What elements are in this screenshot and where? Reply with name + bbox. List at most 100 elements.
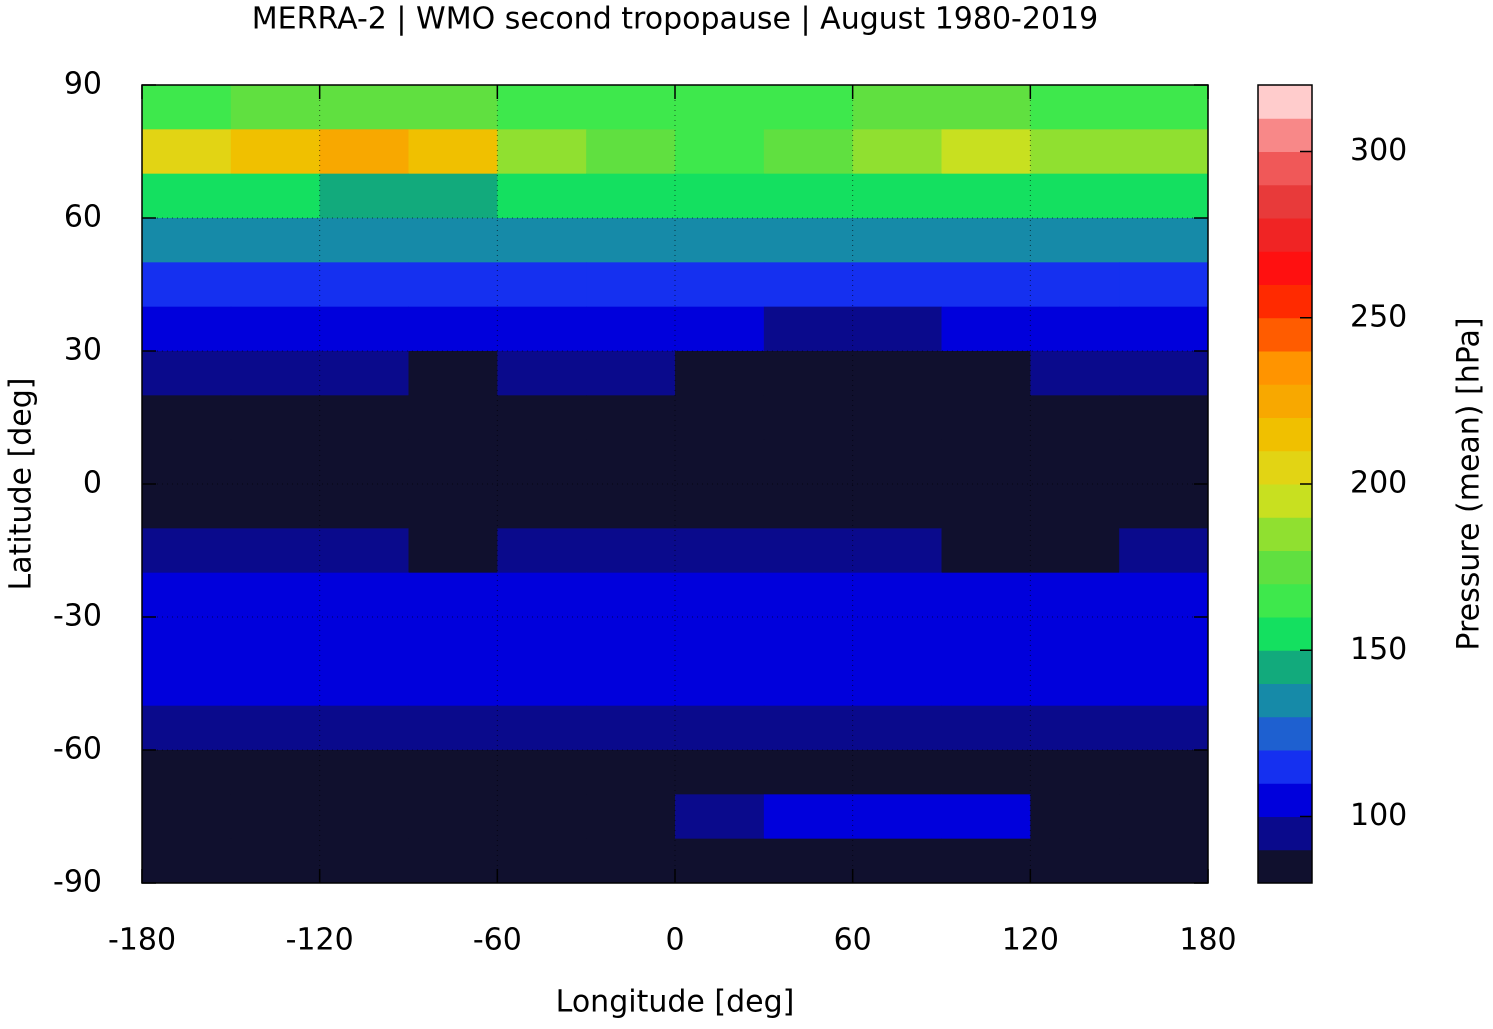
heatmap-cell bbox=[1119, 218, 1209, 263]
heatmap-cell bbox=[142, 85, 232, 130]
heatmap-cell bbox=[1030, 838, 1120, 884]
heatmap-cell bbox=[319, 351, 409, 396]
heatmap-cell bbox=[1119, 439, 1209, 485]
heatmap-cell bbox=[586, 173, 676, 219]
heatmap-cell bbox=[941, 439, 1031, 485]
colorbar-tick-label: 200 bbox=[1350, 466, 1407, 501]
heatmap-cell bbox=[1119, 617, 1209, 662]
colorbar-segment bbox=[1258, 683, 1312, 718]
heatmap-cell bbox=[1119, 750, 1209, 795]
heatmap-cell bbox=[1030, 262, 1120, 308]
heatmap-cell bbox=[319, 85, 409, 130]
heatmap-cell bbox=[408, 351, 498, 396]
heatmap-cell bbox=[497, 838, 587, 884]
colorbar-segment bbox=[1258, 650, 1312, 684]
heatmap-cell bbox=[852, 484, 942, 529]
y-tick-label: 30 bbox=[64, 333, 102, 368]
heatmap-cell bbox=[675, 838, 765, 884]
heatmap-cell bbox=[408, 661, 498, 707]
heatmap-cell bbox=[142, 794, 232, 840]
heatmap-cell bbox=[319, 705, 409, 751]
heatmap-cell bbox=[497, 306, 587, 352]
heatmap-cell bbox=[230, 484, 321, 529]
heatmap-cell bbox=[497, 484, 587, 529]
heatmap-cell bbox=[675, 572, 765, 618]
heatmap-cell bbox=[408, 617, 498, 662]
y-tick-label: 0 bbox=[83, 466, 102, 501]
x-tick-label: -180 bbox=[108, 923, 176, 958]
heatmap-cell bbox=[230, 838, 321, 884]
heatmap-cell bbox=[497, 661, 587, 707]
heatmap-cell bbox=[142, 661, 232, 707]
heatmap-cell bbox=[230, 705, 321, 751]
heatmap-cell bbox=[941, 306, 1031, 352]
heatmap-cell bbox=[497, 351, 587, 396]
heatmap-cell bbox=[1030, 173, 1120, 219]
heatmap-cell bbox=[852, 617, 942, 662]
heatmap-cell bbox=[1119, 661, 1209, 707]
heatmap-cell bbox=[941, 661, 1031, 707]
heatmap-cell bbox=[319, 750, 409, 795]
heatmap-cell bbox=[1119, 306, 1209, 352]
heatmap-cell bbox=[408, 750, 498, 795]
heatmap-cell bbox=[1030, 306, 1120, 352]
heatmap-cell bbox=[1119, 351, 1209, 396]
heatmap-cell bbox=[763, 661, 854, 707]
heatmap-cell bbox=[675, 395, 765, 441]
heatmap-cell bbox=[408, 705, 498, 751]
colorbar-segment bbox=[1258, 85, 1312, 119]
heatmap-cell bbox=[763, 484, 854, 529]
heatmap-cell bbox=[1030, 439, 1120, 485]
x-tick-label: 0 bbox=[665, 923, 684, 958]
heatmap-cell bbox=[319, 484, 409, 529]
heatmap-cell bbox=[941, 262, 1031, 308]
heatmap-cell bbox=[763, 129, 854, 175]
heatmap-cell bbox=[941, 705, 1031, 751]
heatmap-cell bbox=[497, 395, 587, 441]
colorbar-segment bbox=[1258, 750, 1312, 784]
colorbar-segment bbox=[1258, 783, 1312, 817]
colorbar-tick-label: 250 bbox=[1350, 299, 1407, 334]
heatmap-cell bbox=[1030, 705, 1120, 751]
heatmap-cell bbox=[763, 173, 854, 219]
heatmap-cell bbox=[408, 528, 498, 574]
heatmap-cell bbox=[408, 395, 498, 441]
heatmap-cell bbox=[497, 528, 587, 574]
heatmap-cell bbox=[497, 85, 587, 130]
heatmap-cell bbox=[763, 750, 854, 795]
heatmap-cell bbox=[586, 794, 676, 840]
heatmap-cell bbox=[675, 173, 765, 219]
heatmap-cell bbox=[675, 218, 765, 263]
heatmap-cell bbox=[142, 617, 232, 662]
heatmap-cell bbox=[1030, 484, 1120, 529]
colorbar-segment bbox=[1258, 450, 1312, 485]
heatmap-cell bbox=[1030, 528, 1120, 574]
heatmap-cell bbox=[586, 705, 676, 751]
heatmap-cell bbox=[319, 395, 409, 441]
heatmap-cell bbox=[408, 838, 498, 884]
heatmap-cell bbox=[497, 750, 587, 795]
heatmap-cell bbox=[941, 351, 1031, 396]
heatmap-cell bbox=[230, 306, 321, 352]
colorbar-segment bbox=[1258, 251, 1312, 285]
colorbar-segment bbox=[1258, 517, 1312, 551]
heatmap-cell bbox=[230, 395, 321, 441]
heatmap-cell bbox=[586, 85, 676, 130]
heatmap-cell bbox=[142, 528, 232, 574]
heatmap-cell bbox=[1119, 838, 1209, 884]
heatmap-cell bbox=[408, 218, 498, 263]
heatmap-cell bbox=[675, 750, 765, 795]
y-tick-label: -90 bbox=[53, 865, 102, 900]
heatmap-cell bbox=[675, 617, 765, 662]
heatmap-cell bbox=[586, 395, 676, 441]
heatmap-cell bbox=[586, 262, 676, 308]
heatmap-cell bbox=[852, 705, 942, 751]
heatmap-cell bbox=[586, 129, 676, 175]
heatmap-cell bbox=[586, 351, 676, 396]
heatmap-cell bbox=[763, 572, 854, 618]
heatmap-cell bbox=[1030, 750, 1120, 795]
heatmap-cell bbox=[1030, 395, 1120, 441]
heatmap-cell bbox=[763, 262, 854, 308]
heatmap-cell bbox=[852, 395, 942, 441]
heatmap-cell bbox=[941, 218, 1031, 263]
